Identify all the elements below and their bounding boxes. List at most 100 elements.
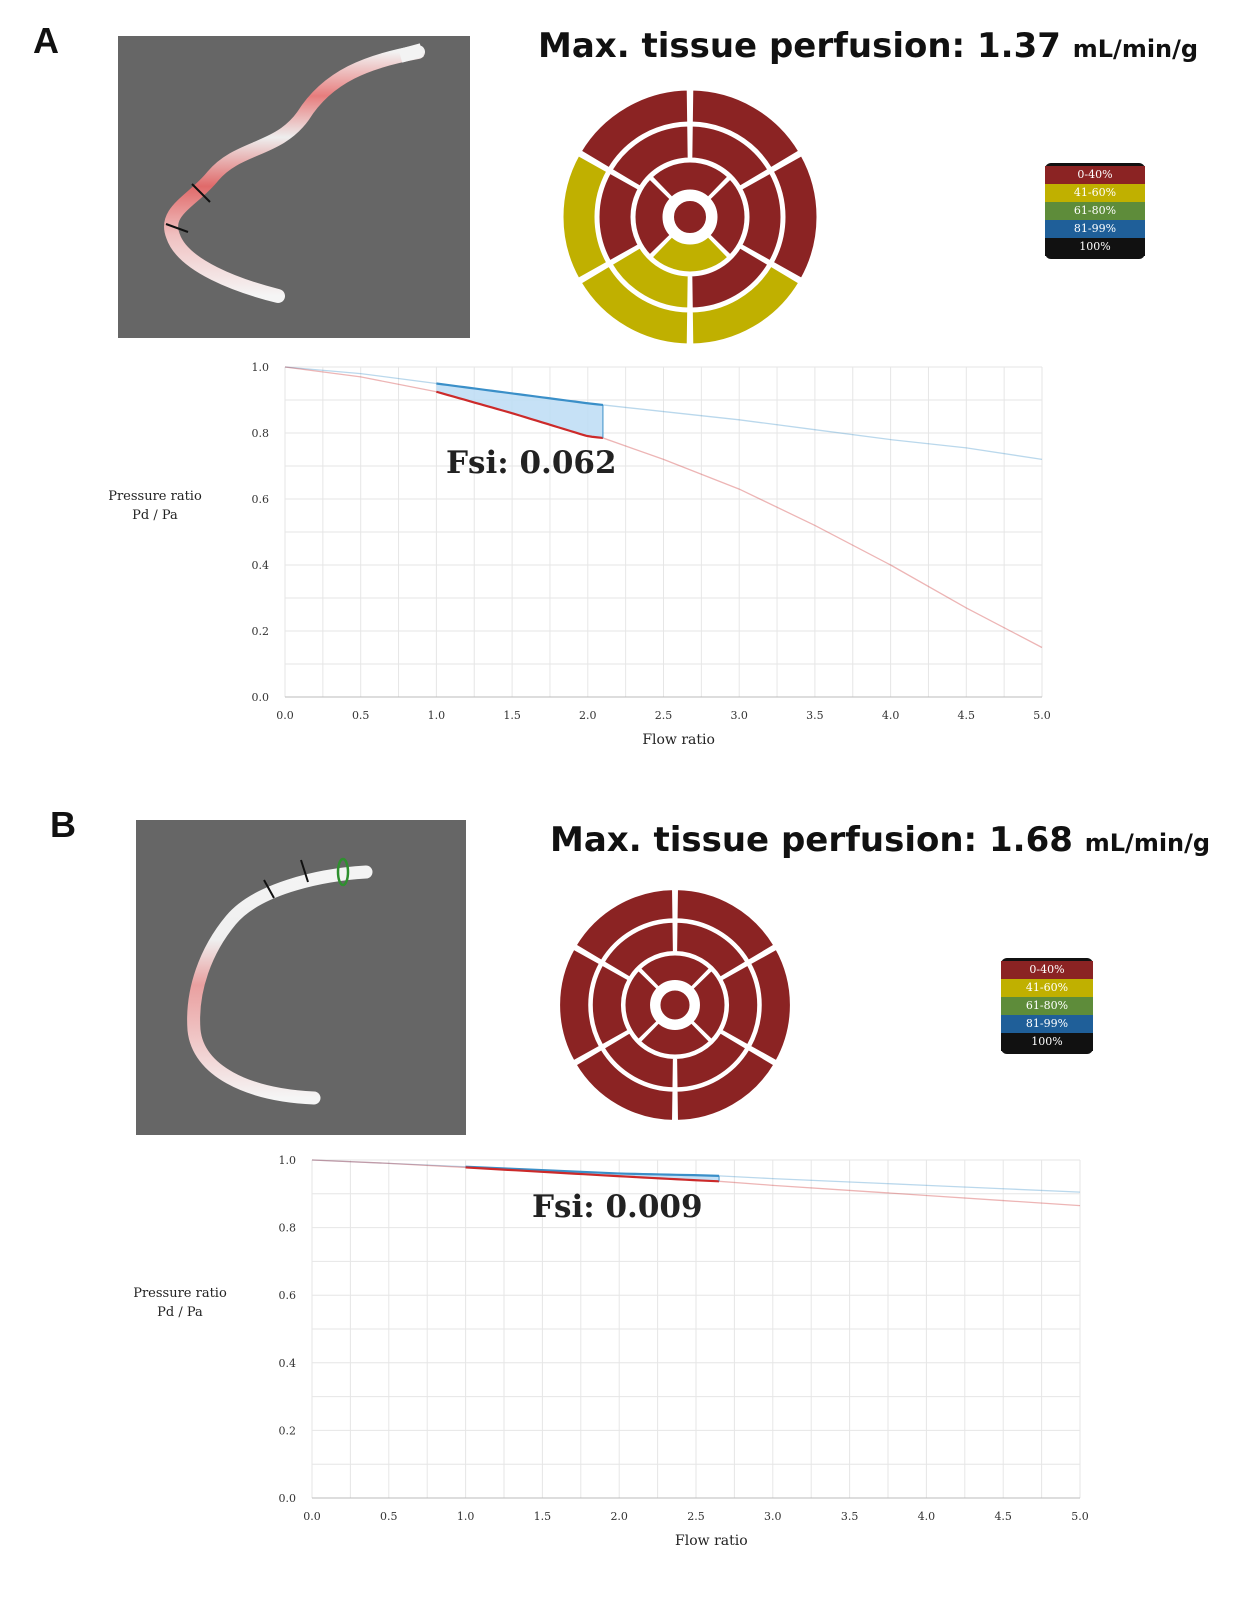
x-tick-label: 5.0 [1071, 1510, 1089, 1523]
fsi-annotation: Fsi: 0.062 [446, 445, 617, 481]
x-tick-label: 3.5 [841, 1510, 859, 1523]
x-tick-label: 2.0 [579, 709, 597, 722]
y-axis-label: Pressure ratio Pd / Pa [100, 487, 210, 525]
bullseye-segment-middle [738, 170, 784, 264]
bullseye-segment-middle [596, 170, 642, 264]
pressure-flow-chart: 0.0 0.5 1.0 1.5 2.0 2.5 3.0 3.5 4.0 4.5 5.0 0.0 0.2 0… [279, 1154, 1089, 1549]
y-axis-label-line1: Pressure ratio [133, 1286, 227, 1301]
x-tick-label: 1.0 [428, 709, 446, 722]
x-axis-label: Flow ratio [642, 732, 715, 748]
y-tick-label: 0.4 [279, 1357, 297, 1370]
bullseye-segment-outer [689, 263, 803, 347]
x-tick-label: 1.5 [534, 1510, 552, 1523]
bullseye-segment-inner [706, 175, 748, 259]
bullseye-segment-outer [674, 1046, 777, 1123]
y-tick-label: 1.0 [279, 1154, 297, 1167]
y-tick-label: 0.8 [252, 427, 270, 440]
panel-a: A Max. tissue perfusion: 1.37 mL/min/g 0… [0, 0, 1250, 800]
y-tick-label: 0.6 [279, 1289, 297, 1302]
bullseye-segment-inner [690, 967, 728, 1043]
series-line-baseline [284, 366, 1043, 461]
perfusion-unit: mL/min/g [1072, 35, 1199, 63]
x-tick-label: 0.0 [303, 1510, 321, 1523]
bullseye-segment-outer [557, 946, 603, 1064]
series-highlight-baseline [465, 1165, 720, 1177]
bullseye-segment-middle [608, 123, 691, 190]
bullseye-segment-middle [590, 962, 631, 1048]
bullseye-segment-outer [573, 887, 676, 964]
y-axis-label-line2: Pd / Pa [132, 508, 178, 523]
y-axis-label: Pressure ratio Pd / Pa [125, 1284, 235, 1322]
bullseye-segment-middle [689, 123, 772, 190]
x-tick-label: 5.0 [1033, 709, 1051, 722]
series-line-stenosis [284, 366, 1043, 649]
series-highlight-stenosis [436, 390, 604, 440]
bullseye-map [560, 87, 820, 347]
legend: 0-40% 41-60% 61-80% 81-99% 100% [1001, 958, 1093, 1054]
perfusion-label: Max. tissue perfusion: [538, 26, 966, 66]
bullseye-segment-inner [632, 175, 674, 259]
y-tick-label: 1.0 [252, 361, 270, 374]
legend-item: 81-99% [1001, 1015, 1093, 1033]
y-axis-label-line2: Pd / Pa [157, 1305, 203, 1320]
panel-b: B Max. tissue perfusion: 1.68 mL/min/g 0… [0, 800, 1250, 1613]
legend-item: 61-80% [1001, 997, 1093, 1015]
x-tick-label: 4.0 [918, 1510, 936, 1523]
x-tick-label: 1.5 [503, 709, 520, 722]
bullseye-segment-inner [637, 952, 713, 990]
bullseye-segment-inner [648, 233, 732, 275]
y-tick-label: 0.2 [279, 1424, 297, 1437]
x-tick-label: 4.0 [882, 709, 900, 722]
bullseye-segment-middle [719, 962, 760, 1048]
legend-item: 41-60% [1001, 979, 1093, 997]
vessel-image [187, 857, 373, 1105]
perfusion-value: 1.37 [977, 26, 1061, 66]
bullseye-segment-outer [770, 152, 820, 282]
bullseye-segment-outer [689, 87, 803, 171]
y-tick-label: 0.4 [252, 559, 270, 572]
legend-item: 61-80% [1045, 202, 1145, 220]
perfusion-label: Max. tissue perfusion: [550, 820, 978, 860]
y-tick-label: 0.6 [252, 493, 270, 506]
bullseye-apex [656, 986, 694, 1024]
legend-item: 41-60% [1045, 184, 1145, 202]
x-tick-label: 2.5 [655, 709, 673, 722]
x-tick-label: 4.5 [994, 1510, 1012, 1523]
fsi-area [436, 383, 603, 438]
x-tick-label: 4.5 [958, 709, 976, 722]
series-highlight-baseline [436, 382, 604, 407]
bullseye-apex [670, 197, 710, 237]
bullseye-segment-outer [560, 152, 610, 282]
x-tick-label: 3.0 [730, 709, 748, 722]
panel-letter: B [50, 804, 76, 845]
legend-item: 100% [1001, 1033, 1093, 1051]
legend-item: 100% [1045, 238, 1145, 256]
y-tick-label: 0.0 [279, 1492, 297, 1505]
perfusion-value: 1.68 [989, 820, 1073, 860]
bullseye-segment-outer [573, 1046, 676, 1123]
bullseye-segment-outer [577, 263, 691, 347]
x-tick-label: 0.0 [276, 709, 294, 722]
x-axis-label: Flow ratio [675, 1533, 748, 1549]
x-tick-label: 0.5 [352, 709, 370, 722]
bullseye-segment-middle [674, 1030, 749, 1090]
x-tick-label: 2.5 [687, 1510, 705, 1523]
y-tick-label: 0.2 [252, 625, 270, 638]
bullseye-segment-middle [674, 920, 749, 980]
y-axis-label-line1: Pressure ratio [108, 489, 202, 504]
series-highlight-stenosis [465, 1166, 720, 1183]
perfusion-title: Max. tissue perfusion: 1.68 mL/min/g [550, 820, 1210, 860]
legend: 0-40% 41-60% 61-80% 81-99% 100% [1045, 163, 1145, 259]
bullseye-segment-inner [637, 1020, 713, 1058]
x-tick-label: 3.0 [764, 1510, 782, 1523]
x-tick-label: 3.5 [806, 709, 824, 722]
bullseye-segment-middle [608, 244, 691, 311]
bullseye-segment-outer [577, 87, 691, 171]
legend-item: 0-40% [1001, 961, 1093, 979]
legend-item: 0-40% [1045, 166, 1145, 184]
legend-item: 81-99% [1045, 220, 1145, 238]
x-tick-label: 2.0 [610, 1510, 628, 1523]
panel-letter: A [33, 20, 59, 61]
vessel-render [136, 820, 466, 1135]
vessel-render [118, 36, 470, 338]
